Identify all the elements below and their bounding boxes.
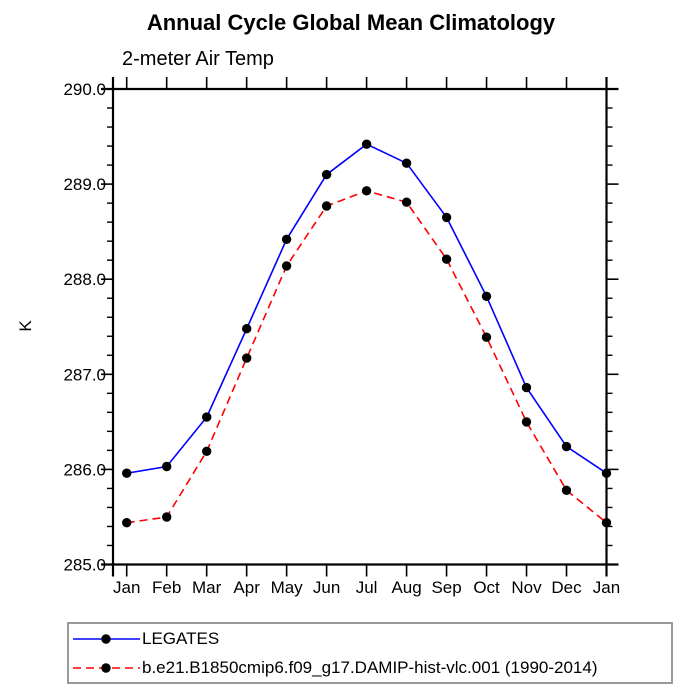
data-point-marker-s1 (441, 254, 452, 264)
data-point-marker-s1 (242, 353, 252, 363)
chart-subtitle: 2-meter Air Temp (122, 48, 274, 70)
x-tick-label: Jun (313, 578, 340, 597)
series-line-1 (126, 189, 608, 524)
x-tick-label: May (271, 578, 304, 597)
data-point-marker-s1 (321, 201, 332, 211)
data-point-marker-s1 (561, 485, 572, 495)
data-point-marker-s0 (441, 212, 452, 223)
data-point-marker-s0 (521, 382, 532, 393)
legend-item-legates: LEGATES (71, 627, 671, 651)
y-tick-label: 285.0 (63, 556, 106, 575)
data-point-marker-s0 (281, 234, 292, 244)
x-tick-label: Jul (356, 578, 378, 597)
data-point-marker-s1 (122, 518, 132, 528)
data-point-marker-s0 (401, 158, 412, 168)
x-tick-label: Aug (391, 578, 421, 597)
y-tick-label: 286.0 (63, 460, 106, 479)
x-tick-label: Dec (551, 578, 582, 597)
legend-sample-dashed-line (73, 662, 140, 673)
legend-sample-solid-line (73, 633, 140, 644)
data-point-marker-s1 (281, 261, 292, 271)
x-tick-label: Mar (192, 578, 222, 597)
y-tick-label: 289.0 (63, 175, 106, 194)
chart-title: Annual Cycle Global Mean Climatology (146, 10, 556, 35)
chart-plot-area: Jan Feb Mar Apr May Jun Jul Aug Sep Oct Nov Dec Jan 2… (16, 77, 620, 597)
data-point-marker-s1 (481, 332, 492, 342)
legend-label-model: b.e21.B1850cmip6.f09_g17.DAMIP-hist-vlc.… (142, 658, 598, 677)
y-tick-label: 287.0 (63, 365, 106, 384)
data-point-marker-s0 (122, 468, 132, 478)
legend-marker-dot (101, 662, 111, 673)
data-point-marker-s0 (321, 169, 332, 180)
data-point-marker-s1 (202, 446, 212, 456)
y-tick-label: 290.0 (63, 80, 106, 99)
x-tick-label: Jan (593, 578, 620, 597)
data-point-marker-s1 (601, 518, 612, 528)
legend: LEGATES b.e21.B1850cmip6.f09_g17.DAMIP-h… (67, 622, 673, 684)
x-tick-label: Apr (233, 578, 260, 597)
data-point-marker-s0 (162, 461, 172, 472)
x-tick-label: Feb (152, 578, 181, 597)
data-point-marker-s0 (561, 441, 572, 452)
data-point-marker-s1 (361, 186, 372, 196)
y-axis-title: K (16, 320, 35, 332)
x-tick-label: Sep (431, 578, 461, 597)
legend-label-legates: LEGATES (142, 629, 220, 648)
y-tick-label: 288.0 (63, 270, 106, 289)
data-point-marker-s1 (162, 512, 172, 522)
data-point-marker-s0 (601, 468, 612, 478)
data-point-marker-s0 (481, 291, 492, 301)
legend-marker-dot (101, 633, 111, 644)
legend-item-model: b.e21.B1850cmip6.f09_g17.DAMIP-hist-vlc.… (71, 656, 671, 680)
x-tick-label: Oct (473, 578, 500, 597)
data-point-marker-s0 (242, 324, 252, 334)
x-tick-label: Nov (511, 578, 542, 597)
data-point-marker-s0 (202, 412, 212, 422)
x-tick-label: Jan (113, 578, 140, 597)
data-point-marker-s0 (361, 139, 372, 149)
data-point-marker-s1 (401, 197, 412, 207)
data-point-marker-s1 (521, 417, 532, 427)
